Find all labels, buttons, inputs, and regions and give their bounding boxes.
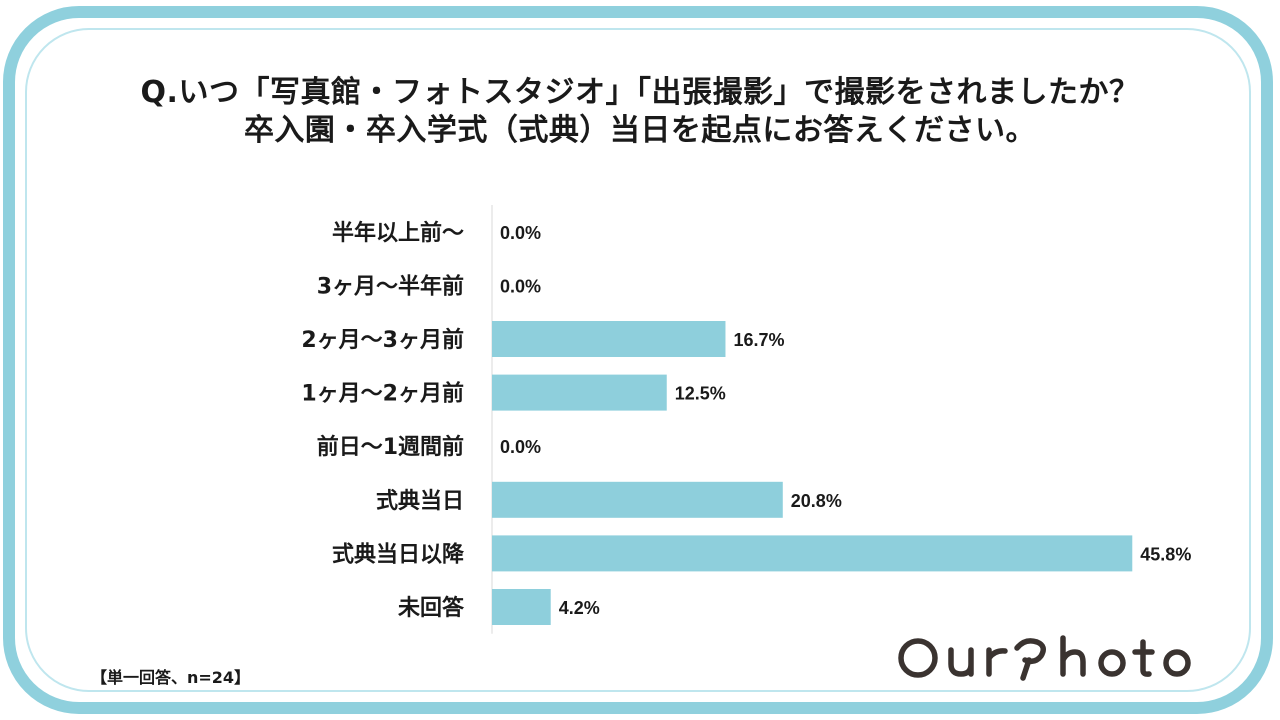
category-label: 未回答 [398,595,465,621]
bar [492,535,1133,572]
value-label: 20.8% [791,491,842,511]
value-label: 12.5% [675,384,726,404]
chart-title-line2: 卒入園・卒入学式（式典）当日を起点にお答えください。 [243,113,1037,148]
bar [492,481,783,518]
category-label: 2ヶ月～3ヶ月前 [301,327,464,353]
value-label: 0.0% [500,276,541,296]
bar [492,374,667,411]
category-label: 1ヶ月～2ヶ月前 [301,381,464,407]
category-label: 前日～1週間前 [317,434,464,460]
value-label: 4.2% [559,598,600,618]
category-label: 3ヶ月～半年前 [317,273,464,299]
value-label: 16.7% [733,330,784,350]
ourphoto-logo [898,635,1191,681]
chart-title-line1: Q.いつ「写真館・フォトスタジオ」「出張撮影」で撮影をされましたか？ [140,75,1140,110]
footnote: 【単一回答、n=24】 [91,668,251,687]
rounded-frame-inner [25,28,1251,692]
bar [492,589,551,625]
value-label: 0.0% [500,223,541,243]
category-label: 半年以上前～ [332,220,464,246]
category-label: 式典当日 [376,489,464,514]
chart-title: Q.いつ「写真館・フォトスタジオ」「出張撮影」で撮影をされましたか？ 卒入園・卒… [0,74,1280,150]
rounded-frame [3,6,1273,714]
bar [492,321,726,357]
category-label: 式典当日以降 [332,542,465,567]
value-label: 45.8% [1140,544,1191,564]
value-label: 0.0% [500,437,541,457]
